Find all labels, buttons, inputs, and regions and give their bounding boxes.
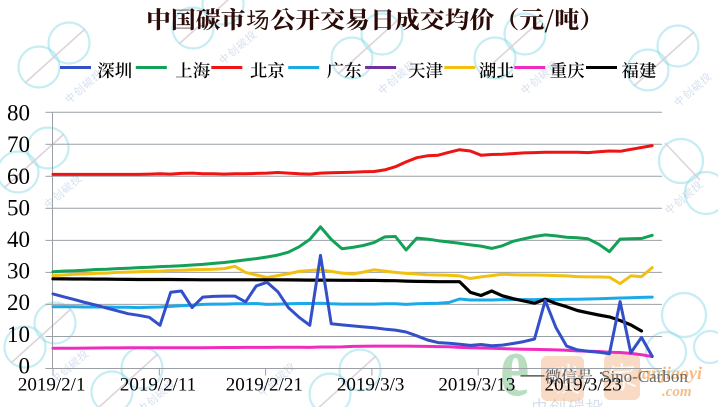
svg-text:40: 40 xyxy=(7,227,30,252)
svg-text:20: 20 xyxy=(7,290,30,315)
svg-text:Sino-Carbon: Sino-Carbon xyxy=(601,367,688,386)
svg-text:50: 50 xyxy=(7,195,30,220)
svg-text:60: 60 xyxy=(7,164,30,189)
svg-text:0: 0 xyxy=(19,353,31,378)
svg-text:2019/2/11: 2019/2/11 xyxy=(120,375,196,396)
svg-text:30: 30 xyxy=(7,259,30,284)
svg-text:2019/3/3: 2019/3/3 xyxy=(337,375,405,396)
svg-text:2019/2/1: 2019/2/1 xyxy=(18,375,86,396)
svg-text:2019/2/21: 2019/2/21 xyxy=(226,375,303,396)
svg-text:10: 10 xyxy=(7,322,30,347)
svg-text:70: 70 xyxy=(7,132,30,157)
svg-text:.com: .com xyxy=(662,384,692,400)
svg-text:2019/3/13: 2019/3/13 xyxy=(438,375,515,396)
svg-text:e: e xyxy=(500,317,529,407)
svg-text:80: 80 xyxy=(7,101,30,126)
